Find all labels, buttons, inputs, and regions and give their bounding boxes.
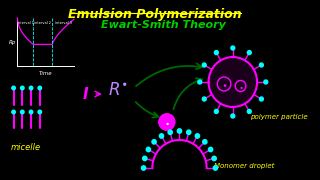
Circle shape [260,63,263,67]
Circle shape [159,134,164,138]
Circle shape [212,156,216,161]
Text: $\bullet$: $\bullet$ [238,82,244,91]
Circle shape [231,114,235,118]
Circle shape [12,110,15,114]
Circle shape [195,134,200,138]
Circle shape [187,130,191,134]
Circle shape [247,109,251,113]
Circle shape [29,110,33,114]
Text: I: I [83,87,88,102]
Circle shape [38,86,42,90]
Circle shape [12,86,15,90]
Circle shape [209,57,257,107]
Circle shape [177,129,181,133]
Text: Rp: Rp [9,39,16,44]
Circle shape [203,140,207,144]
Text: $\bullet$: $\bullet$ [164,118,170,127]
Circle shape [38,110,42,114]
Circle shape [143,156,147,161]
Circle shape [159,114,175,130]
Circle shape [231,46,235,50]
Circle shape [141,166,146,170]
Circle shape [198,80,202,84]
Circle shape [214,51,218,55]
Circle shape [202,97,206,101]
Text: Emulsion Polymerization: Emulsion Polymerization [68,8,242,21]
Circle shape [146,147,150,152]
Circle shape [208,147,213,152]
Text: micelle: micelle [11,143,41,152]
Text: $R^{\bullet}$: $R^{\bullet}$ [108,81,128,99]
Circle shape [202,63,206,67]
Circle shape [217,77,231,91]
Text: Time: Time [39,71,52,76]
Circle shape [235,80,246,91]
Text: polymer particle: polymer particle [250,114,308,120]
Text: interval 2: interval 2 [34,21,51,25]
Circle shape [20,110,24,114]
Circle shape [214,109,218,113]
Text: $\bullet$: $\bullet$ [221,79,227,89]
Text: interval 1: interval 1 [17,21,34,25]
Circle shape [213,166,218,170]
Circle shape [264,80,268,84]
Circle shape [20,86,24,90]
Text: Monomer droplet: Monomer droplet [214,163,275,169]
Text: Ewart-Smith Theory: Ewart-Smith Theory [100,20,225,30]
Circle shape [152,140,156,144]
Circle shape [168,130,172,134]
Text: interval 3: interval 3 [54,21,72,25]
Circle shape [260,97,263,101]
Circle shape [29,86,33,90]
Circle shape [247,51,251,55]
